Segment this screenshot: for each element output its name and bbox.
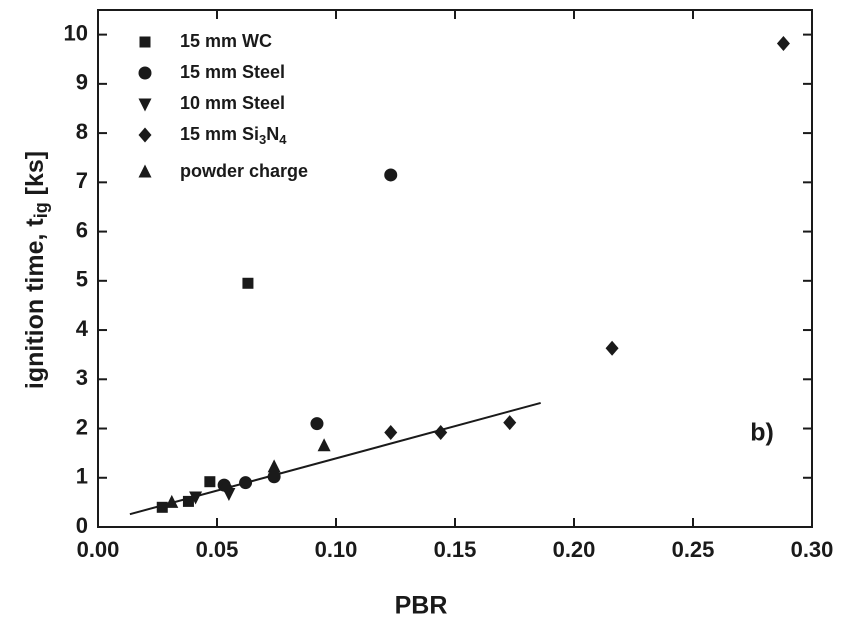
marker-triangle-up — [267, 459, 281, 473]
legend-subscript: 4 — [279, 132, 287, 147]
y-tick-label: 5 — [76, 267, 88, 292]
y-label-sub: ig — [31, 202, 51, 218]
y-tick-label: 8 — [76, 119, 88, 144]
x-tick-label: 0.00 — [77, 537, 120, 562]
legend-label: 15 mm Si3N4 — [180, 124, 287, 148]
legend-marker — [138, 127, 152, 143]
x-tick-label: 0.25 — [672, 537, 715, 562]
marker-triangle-down — [189, 491, 203, 505]
y-tick-label: 3 — [76, 365, 88, 390]
legend-text: 10 mm Steel — [180, 93, 285, 113]
marker-diamond — [384, 424, 398, 440]
marker-diamond — [434, 424, 448, 440]
marker-diamond — [220, 479, 234, 495]
panel-annotation: b) — [750, 419, 774, 447]
legend-marker — [139, 36, 151, 48]
legend-text: 15 mm Si — [180, 124, 259, 144]
y-tick-label: 4 — [76, 316, 89, 341]
marker-circle — [239, 476, 253, 490]
marker-circle — [267, 470, 281, 484]
marker-diamond — [605, 340, 619, 356]
y-tick-label: 6 — [76, 217, 88, 242]
y-tick-label: 7 — [76, 168, 88, 193]
x-tick-label: 0.15 — [434, 537, 477, 562]
x-tick-label: 0.20 — [553, 537, 596, 562]
legend-text: 15 mm WC — [180, 31, 272, 51]
marker-circle — [310, 417, 324, 431]
x-axis-label: PBR — [395, 592, 448, 620]
legend-text: 15 mm Steel — [180, 62, 285, 82]
y-tick-label: 1 — [76, 464, 88, 489]
plot-frame — [97, 9, 813, 528]
y-label-main: ignition time, t — [21, 218, 49, 389]
x-tick-label: 0.10 — [315, 537, 358, 562]
legend-label: 15 mm Steel — [180, 62, 285, 82]
legend-marker — [138, 66, 152, 80]
marker-diamond — [776, 35, 790, 51]
marker-square — [242, 277, 254, 289]
y-axis-label: ignition time, tig [ks] — [21, 151, 51, 389]
y-label-unit: [ks] — [21, 151, 49, 202]
legend-subscript: 3 — [259, 132, 266, 147]
legend-text: N — [266, 124, 279, 144]
marker-triangle-up — [317, 438, 331, 452]
x-tick-label: 0.05 — [196, 537, 239, 562]
marker-square — [204, 476, 216, 488]
legend-label: 15 mm WC — [180, 31, 272, 51]
y-tick-label: 2 — [76, 414, 88, 439]
legend-marker — [138, 98, 152, 112]
marker-diamond — [503, 415, 517, 431]
marker-square — [182, 495, 194, 507]
legend-label: powder charge — [180, 161, 308, 181]
y-tick-label: 0 — [76, 513, 88, 538]
legend-label: 10 mm Steel — [180, 93, 285, 113]
marker-circle — [384, 168, 398, 182]
x-tick-label: 0.30 — [791, 537, 834, 562]
legend-text: powder charge — [180, 161, 308, 181]
y-tick-label: 10 — [64, 20, 88, 45]
y-tick-label: 9 — [76, 70, 88, 95]
legend-marker — [138, 164, 152, 178]
marker-square — [156, 501, 168, 513]
marker-triangle-up — [165, 494, 179, 508]
